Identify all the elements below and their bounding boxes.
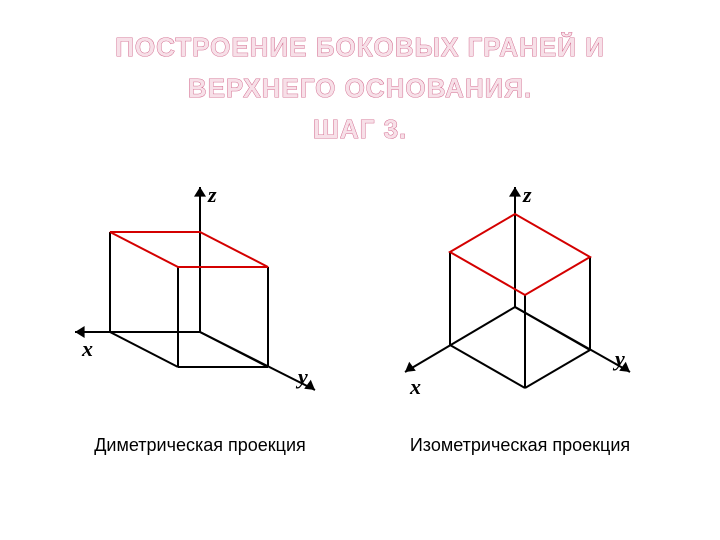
dimetric-block: x y z Диметрическая проекция	[60, 172, 340, 456]
svg-text:ШАГ 3.: ШАГ 3.	[313, 114, 408, 144]
svg-text:z: z	[522, 182, 532, 207]
svg-text:ВЕРХНЕГО ОСНОВАНИЯ.: ВЕРХНЕГО ОСНОВАНИЯ.	[188, 73, 532, 103]
svg-text:y: y	[295, 364, 308, 389]
diagram-row: x y z Диметрическая проекция x y z Изометрич…	[0, 172, 720, 456]
dimetric-diagram: x y z	[60, 172, 340, 422]
slide-title: ПОСТРОЕНИЕ БОКОВЫХ ГРАНЕЙ И ВЕРХНЕГО ОСН…	[0, 0, 720, 152]
title-line-1: ПОСТРОЕНИЕ БОКОВЫХ ГРАНЕЙ И	[0, 30, 720, 71]
svg-text:ПОСТРОЕНИЕ БОКОВЫХ ГРАНЕЙ И: ПОСТРОЕНИЕ БОКОВЫХ ГРАНЕЙ И	[115, 32, 605, 62]
svg-text:x: x	[409, 374, 421, 399]
title-line-3: ШАГ 3.	[0, 112, 720, 153]
svg-text:z: z	[207, 182, 217, 207]
title-line-2: ВЕРХНЕГО ОСНОВАНИЯ.	[0, 71, 720, 112]
isometric-diagram: x y z	[380, 172, 660, 422]
svg-text:y: y	[612, 346, 625, 371]
dimetric-caption: Диметрическая проекция	[60, 435, 340, 456]
svg-text:x: x	[81, 336, 93, 361]
isometric-block: x y z Изометрическая проекция	[380, 172, 660, 456]
isometric-caption: Изометрическая проекция	[380, 435, 660, 456]
